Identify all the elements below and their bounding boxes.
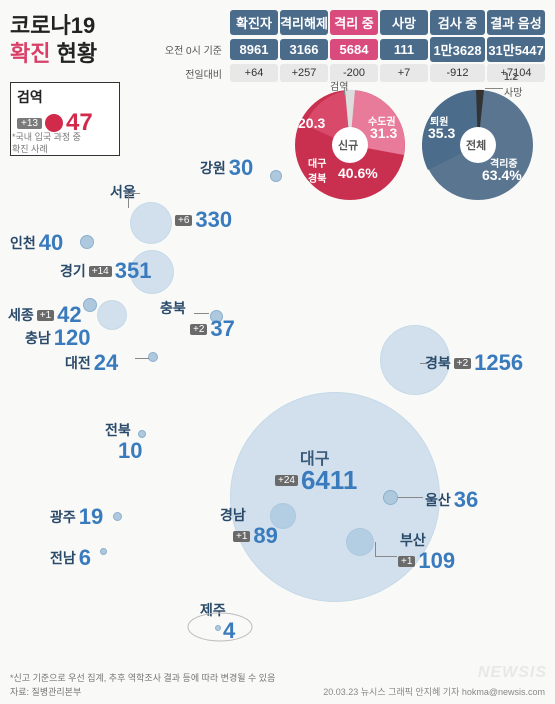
region-ulsan: 울산36 bbox=[425, 487, 478, 513]
stat-head-isolated: 격리 중 bbox=[330, 10, 378, 35]
row1-label: 오전 0시 기준 bbox=[158, 42, 228, 57]
incheon-dot bbox=[80, 235, 94, 249]
stat-head-testing: 검사 중 bbox=[430, 10, 485, 35]
stat-head-death: 사망 bbox=[380, 10, 428, 35]
region-daejeon: 대전24 bbox=[65, 350, 118, 376]
sejong-dot bbox=[83, 298, 97, 312]
pie1-top-label: 검역 bbox=[330, 78, 348, 93]
pie-total: 전체 퇴원 35.3 격리중 63.4% bbox=[418, 85, 538, 205]
jeonnam-dot bbox=[100, 548, 107, 555]
quarantine-note: *국내 입국 과정 중 확진 사례 bbox=[12, 132, 81, 155]
region-chungbuk: 충북 bbox=[160, 298, 189, 318]
credit: 20.03.23 뉴시스 그래픽 안지혜 기자 hokma@newsis.com bbox=[323, 685, 545, 698]
region-gyeongbuk: 경북+21256 bbox=[425, 350, 523, 376]
gwangju-dot bbox=[113, 512, 122, 521]
region-gwangju: 광주19 bbox=[50, 504, 103, 530]
watermark: NEWSIS bbox=[478, 664, 547, 682]
gangwon-dot bbox=[270, 170, 282, 182]
jeonbuk-dot bbox=[138, 430, 146, 438]
region-busan: 부산 bbox=[400, 530, 429, 550]
pie1-center: 신규 bbox=[338, 137, 358, 153]
stats-table: 확진자 격리해제 격리 중 사망 검사 중 결과 음성 오전 0시 기준 896… bbox=[158, 10, 545, 84]
busan-circle bbox=[346, 528, 374, 556]
stats-delta-row: 전일대비 +64 +257 -200 +7 -912 +7104 bbox=[158, 64, 545, 82]
red-dot-icon bbox=[45, 114, 63, 132]
ulsan-dot bbox=[383, 490, 398, 505]
region-incheon: 인천40 bbox=[10, 230, 63, 256]
footnote: *신고 기준으로 우선 집계, 추후 역학조사 결과 등에 따라 변경될 수 있… bbox=[10, 671, 275, 684]
stats-header-row: 확진자 격리해제 격리 중 사망 검사 중 결과 음성 bbox=[158, 10, 545, 35]
region-jeonbuk: 전북 bbox=[105, 420, 134, 440]
region-jeonnam: 전남6 bbox=[50, 545, 91, 571]
row2-label: 전일대비 bbox=[158, 66, 228, 81]
stats-values-row: 오전 0시 기준 8961 3166 5684 111 1만3628 31만54… bbox=[158, 37, 545, 62]
title: 코로나19 확진 현황 bbox=[10, 8, 97, 68]
title-line2: 확진 현황 bbox=[10, 36, 97, 68]
jeju-outline bbox=[185, 610, 255, 645]
seoul-circle bbox=[130, 202, 172, 244]
pie-new-cases: 신규 20.3 수도권 31.3 대구 경북 40.6% bbox=[290, 85, 410, 205]
chungnam-circle bbox=[97, 300, 127, 330]
stat-head-negative: 결과 음성 bbox=[487, 10, 545, 35]
region-chungnam: 충남120 bbox=[25, 325, 90, 351]
source: 자료: 질병관리본부 bbox=[10, 685, 81, 698]
stat-head-confirmed: 확진자 bbox=[230, 10, 278, 35]
region-seoul: 서울 bbox=[110, 182, 139, 202]
pie2-center: 전체 bbox=[466, 137, 486, 153]
quarantine-delta: +13 bbox=[17, 118, 42, 129]
region-gangwon: 강원30 bbox=[200, 155, 253, 181]
daejeon-dot bbox=[148, 352, 158, 362]
region-gyeongnam: 경남 bbox=[220, 505, 249, 525]
quarantine-title: 검역 bbox=[17, 87, 113, 107]
stat-head-released: 격리해제 bbox=[280, 10, 328, 35]
region-gyeonggi: 경기+14351 bbox=[60, 258, 151, 284]
